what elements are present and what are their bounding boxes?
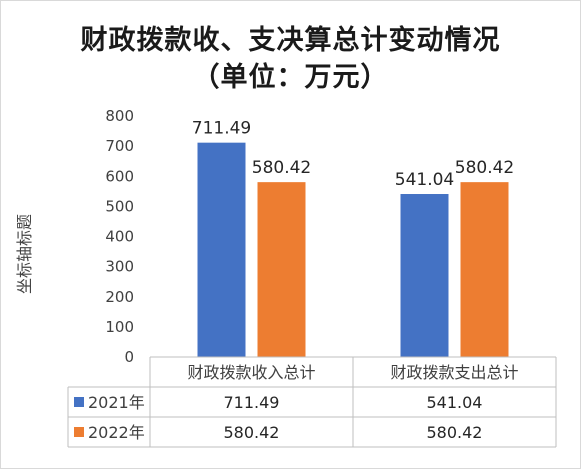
chart-subtitle: （单位：万元） [192, 62, 389, 93]
data-label: 580.42 [252, 158, 311, 178]
x-tick-label: 财政拨款支出总计 [390, 363, 518, 382]
legend-label: 2022年 [88, 423, 145, 442]
legend-swatch [74, 397, 84, 407]
legend-label: 2021年 [88, 393, 145, 412]
y-tick-label: 100 [105, 318, 134, 336]
data-label: 711.49 [192, 119, 251, 139]
data-label: 580.42 [455, 158, 514, 178]
table-value: 580.42 [427, 423, 483, 442]
y-tick-label: 400 [105, 228, 134, 246]
bar [400, 194, 449, 357]
y-tick-label: 700 [105, 137, 134, 155]
table-value: 541.04 [427, 393, 483, 412]
y-tick-label: 0 [124, 348, 134, 366]
legend-swatch [74, 427, 84, 437]
data-label: 541.04 [395, 170, 454, 190]
y-tick-label: 300 [105, 258, 134, 276]
y-tick-label: 800 [105, 107, 134, 125]
bar [257, 182, 306, 357]
bar [460, 182, 509, 357]
table-value: 711.49 [224, 393, 280, 412]
y-tick-label: 500 [105, 197, 134, 215]
y-tick-label: 600 [105, 167, 134, 185]
chart-title: 财政拨款收、支决算总计变动情况 [80, 25, 501, 56]
bar [197, 142, 246, 357]
y-tick-label: 200 [105, 288, 134, 306]
x-tick-label: 财政拨款收入总计 [187, 363, 315, 382]
table-value: 580.42 [224, 423, 280, 442]
